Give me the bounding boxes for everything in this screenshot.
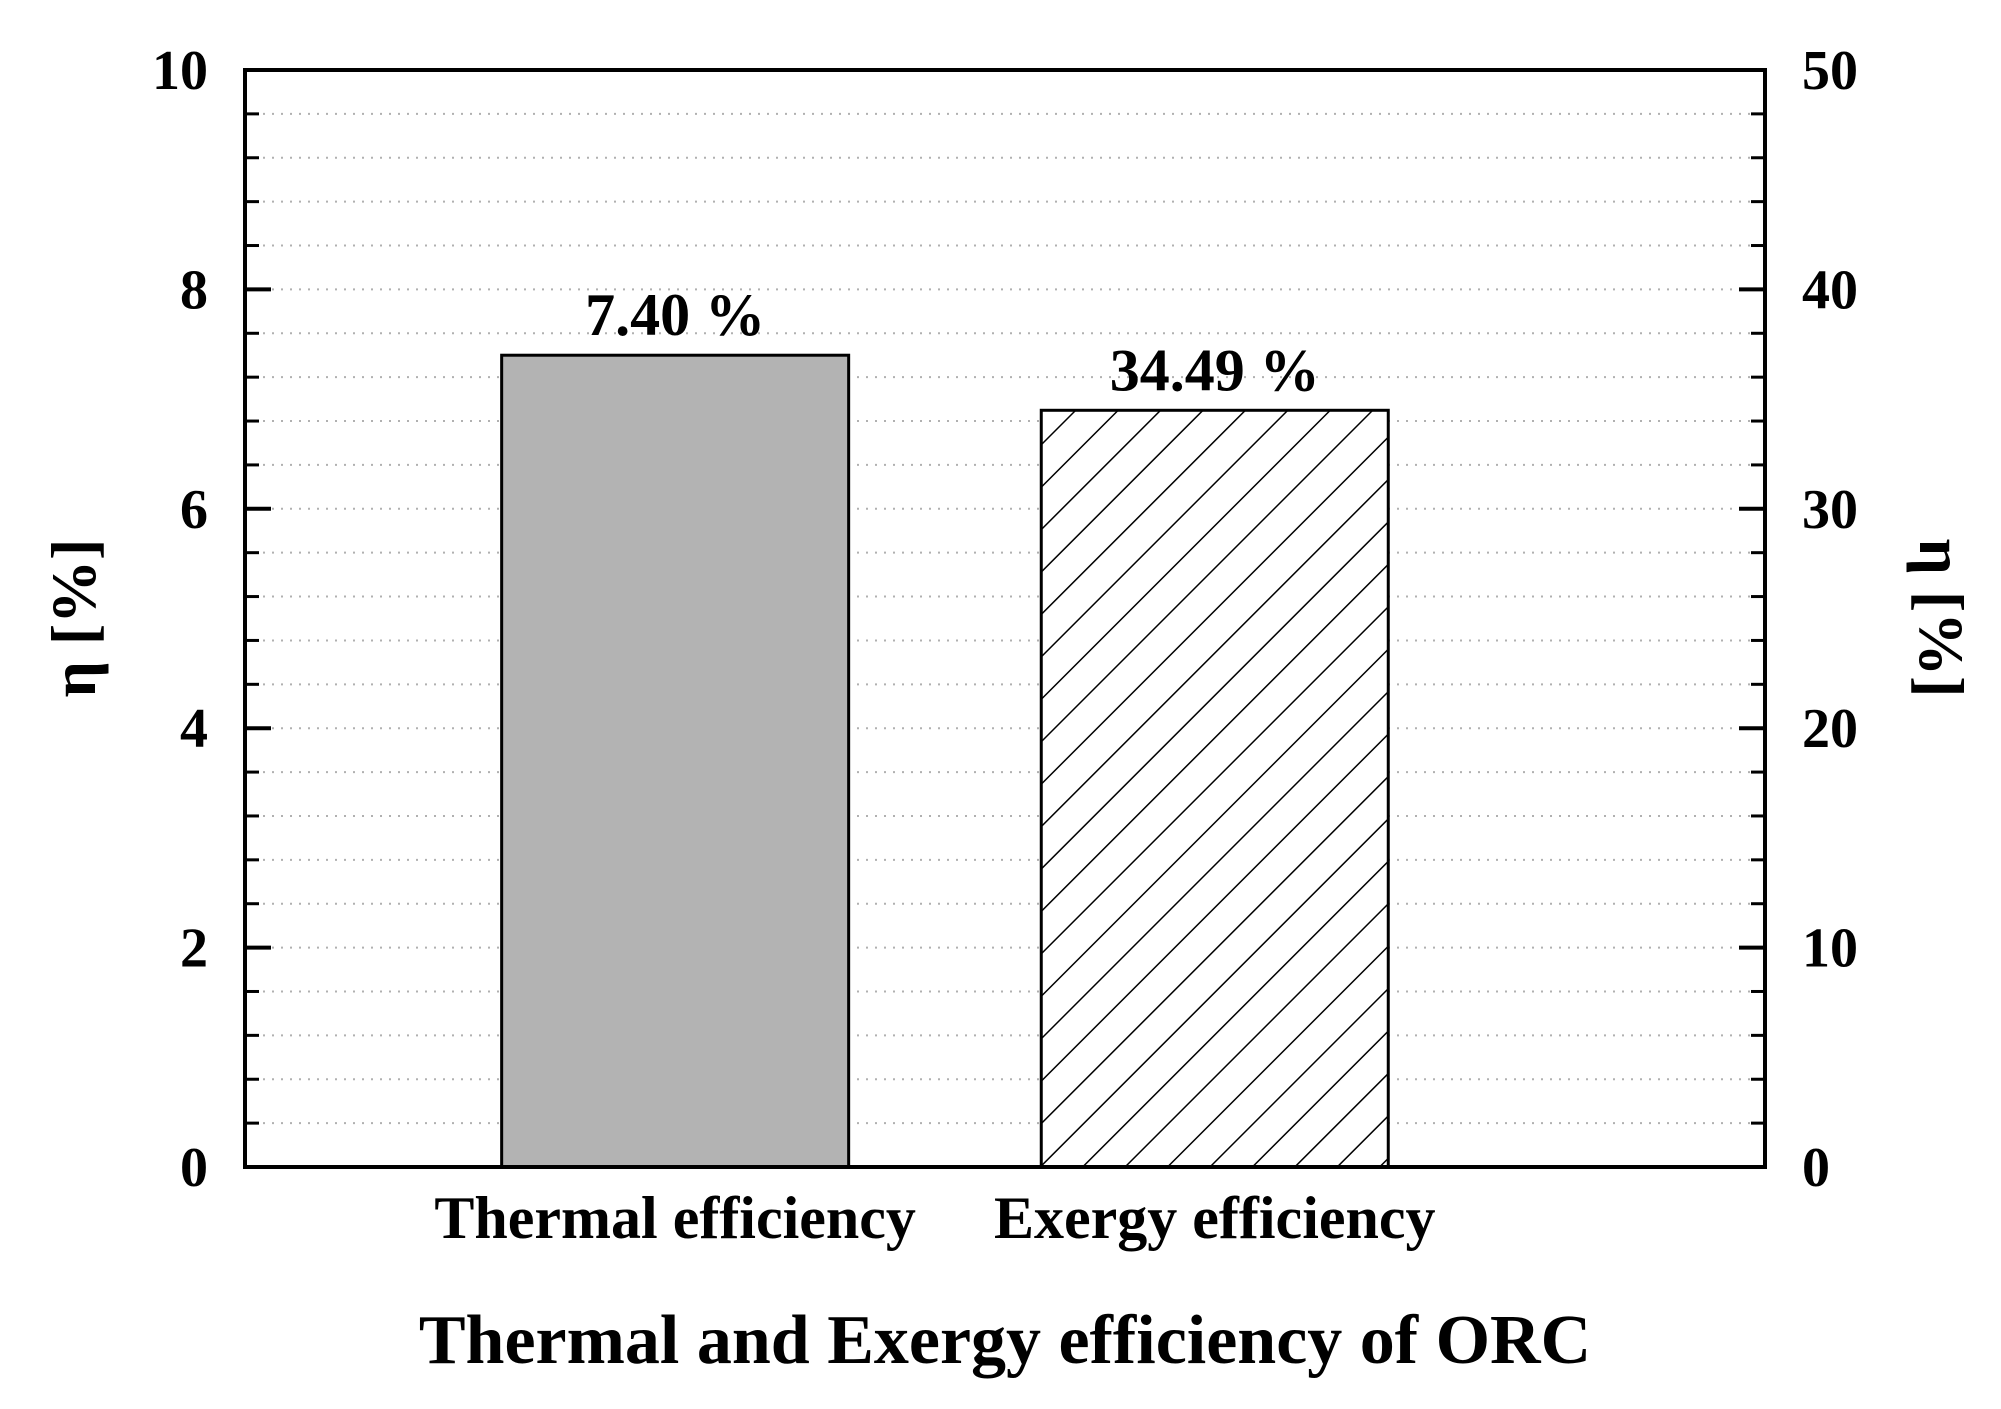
data-label: 34.49 % [1110,337,1320,403]
y-axis-title-right: η [%] [1906,539,1977,698]
y-tick-label-right: 40 [1802,259,1858,321]
data-label: 7.40 % [585,282,765,348]
y-tick-label-left: 4 [180,698,208,760]
y-tick-label-left: 10 [152,40,208,102]
y-tick-label-left: 0 [180,1137,208,1199]
gridlines [245,112,1765,1125]
y-tick-label-right: 50 [1802,40,1858,102]
category-labels: Thermal efficiency Exergy efficiency [434,1185,1435,1251]
plot-frame [243,68,1767,1169]
bar-exergy-efficiency [1039,408,1390,1169]
y-tick-label-right: 10 [1802,918,1858,980]
x-category-label: Thermal efficiency [434,1185,916,1251]
x-category-label: Exergy efficiency [994,1185,1435,1251]
y-tick-label-left: 2 [180,918,208,980]
bars [500,353,1390,1169]
y-tick-label-right: 30 [1802,479,1858,541]
right-axis-tick-labels: 0 10 20 30 40 50 [1802,40,1858,1199]
left-axis-tick-labels: 0 2 4 6 8 10 [152,40,208,1199]
data-labels: 7.40 % 34.49 % [585,282,1320,403]
y-axis-title-left: η [%] [38,539,109,698]
y-tick-label-left: 8 [180,259,208,321]
y-tick-label-left: 6 [180,479,208,541]
plot-background [245,70,1765,1167]
bar-thermal-efficiency [500,353,851,1169]
x-axis-title: Thermal and Exergy efficiency of ORC [419,1302,1591,1379]
y-tick-label-right: 20 [1802,698,1858,760]
axis-ticks [245,68,1765,1169]
y-tick-label-right: 0 [1802,1137,1830,1199]
